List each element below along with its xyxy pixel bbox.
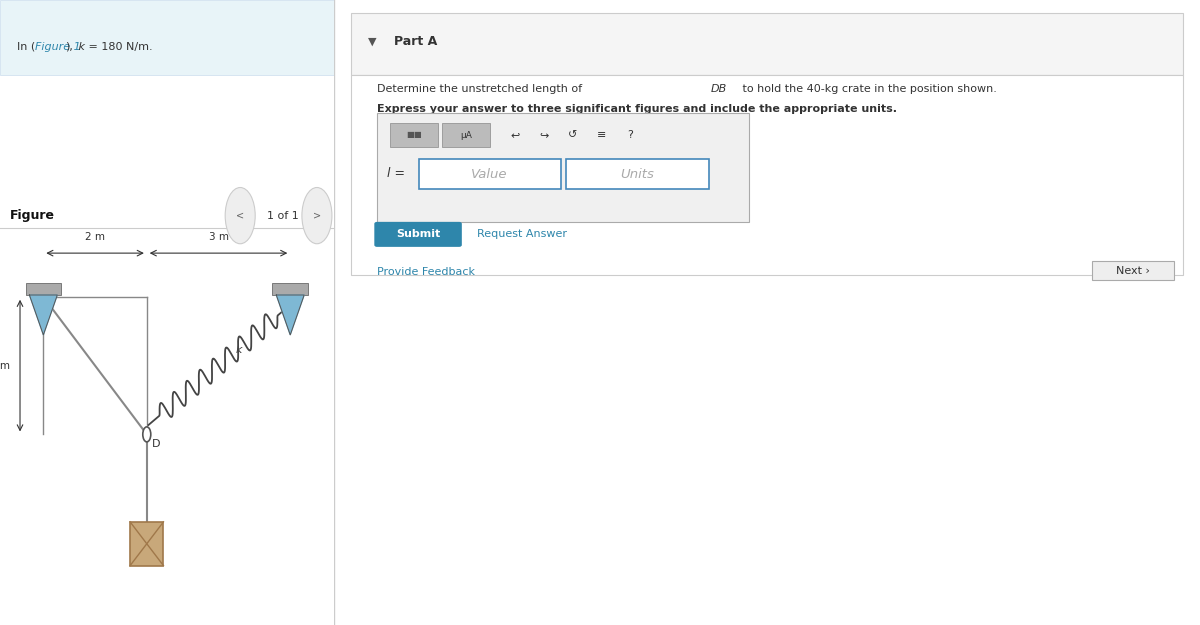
Text: Determine the unstretched length of: Determine the unstretched length of — [377, 84, 586, 94]
Polygon shape — [30, 295, 58, 335]
Text: Next ›: Next › — [1116, 266, 1150, 276]
Text: Figure 1: Figure 1 — [35, 42, 80, 52]
Text: Figure: Figure — [10, 209, 55, 222]
Text: Part A: Part A — [395, 36, 438, 48]
FancyBboxPatch shape — [442, 123, 490, 147]
FancyBboxPatch shape — [565, 159, 709, 189]
Bar — [272, 282, 308, 295]
Text: In (: In ( — [17, 42, 35, 52]
Text: k: k — [235, 345, 241, 355]
FancyBboxPatch shape — [374, 222, 462, 247]
Text: ↪: ↪ — [540, 130, 548, 140]
Text: ≡: ≡ — [596, 130, 606, 140]
FancyBboxPatch shape — [350, 75, 1183, 275]
Text: Request Answer: Request Answer — [476, 229, 566, 239]
Circle shape — [302, 188, 332, 244]
Text: ↺: ↺ — [568, 130, 577, 140]
Text: ↩: ↩ — [511, 130, 521, 140]
Text: 2 m: 2 m — [0, 361, 10, 371]
Bar — [130, 522, 163, 566]
Polygon shape — [276, 295, 304, 335]
FancyBboxPatch shape — [1092, 261, 1174, 280]
Circle shape — [143, 427, 151, 442]
Circle shape — [226, 188, 256, 244]
FancyBboxPatch shape — [0, 0, 334, 75]
Text: l =: l = — [388, 167, 406, 179]
Text: DB: DB — [710, 84, 727, 94]
Text: 3 m: 3 m — [209, 232, 228, 242]
FancyBboxPatch shape — [419, 159, 562, 189]
Bar — [25, 282, 61, 295]
Text: C: C — [50, 284, 59, 294]
Text: <: < — [236, 211, 245, 221]
Text: 2 m: 2 m — [85, 232, 106, 242]
Text: ■■: ■■ — [406, 131, 421, 139]
Text: k: k — [76, 42, 85, 52]
FancyBboxPatch shape — [377, 112, 750, 222]
Text: Express your answer to three significant figures and include the appropriate uni: Express your answer to three significant… — [377, 104, 896, 114]
FancyBboxPatch shape — [390, 123, 438, 147]
Text: B: B — [295, 284, 302, 294]
Text: Value: Value — [472, 168, 508, 181]
Text: μA: μA — [460, 131, 472, 139]
Text: Units: Units — [620, 168, 654, 181]
Text: D: D — [151, 439, 160, 449]
Text: ▼: ▼ — [368, 37, 377, 47]
Text: ),: ), — [65, 42, 73, 52]
Text: 1 of 1: 1 of 1 — [266, 211, 299, 221]
Text: ?: ? — [626, 130, 632, 140]
FancyBboxPatch shape — [350, 12, 1183, 75]
Text: A: A — [152, 525, 161, 535]
Text: >: > — [313, 211, 320, 221]
Text: Submit: Submit — [396, 229, 440, 239]
Text: = 180 N/m.: = 180 N/m. — [85, 42, 152, 52]
Text: to hold the 40-kg crate in the position shown.: to hold the 40-kg crate in the position … — [739, 84, 997, 94]
Text: Provide Feedback: Provide Feedback — [377, 267, 475, 277]
